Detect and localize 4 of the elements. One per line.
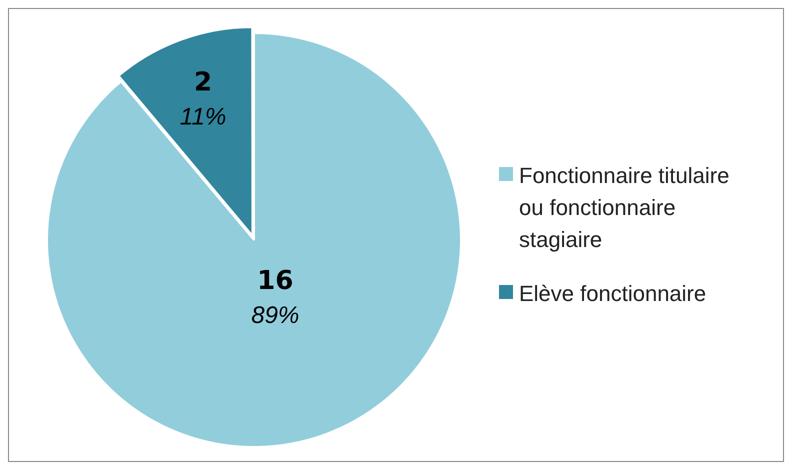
data-label: 16 89% <box>251 266 300 330</box>
legend-label: Fonctionnaire titulaire ou fonctionnaire stagiaire <box>519 162 730 254</box>
legend-label: Elève fonctionnaire <box>519 280 706 308</box>
data-label: 2 11% <box>180 68 226 131</box>
